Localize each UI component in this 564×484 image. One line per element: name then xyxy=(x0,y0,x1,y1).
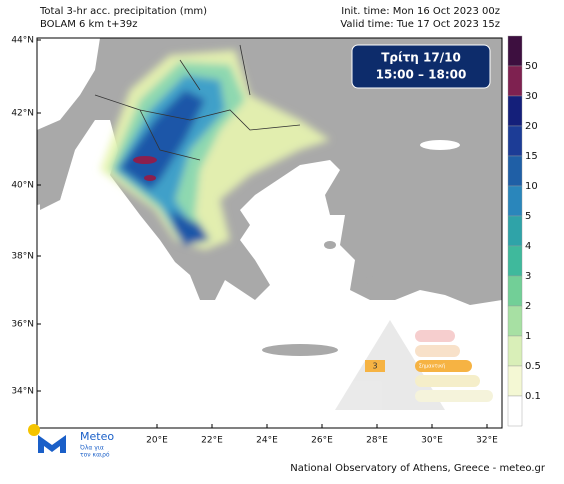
valid-time: Valid time: Tue 17 Oct 2023 15z xyxy=(340,19,500,30)
colorbar-box xyxy=(507,35,523,67)
logo-sun xyxy=(28,424,40,436)
lon-label: 20°E xyxy=(146,436,168,446)
lon-label: 30°E xyxy=(421,436,443,446)
lat-label: 36°N xyxy=(11,320,34,330)
map-title: Total 3-hr acc. precipitation (mm) xyxy=(39,6,207,17)
colorbar-box xyxy=(507,395,523,427)
warning-label: Σημαντική xyxy=(419,363,445,370)
colorbar-box xyxy=(507,185,523,217)
colorbar-label: 20 xyxy=(525,121,538,132)
lon-label: 24°E xyxy=(256,436,278,446)
map-frame xyxy=(36,37,503,429)
island xyxy=(324,241,336,249)
island xyxy=(262,344,338,356)
precipitation xyxy=(100,50,330,250)
colorbar-label: 4 xyxy=(525,241,531,252)
logo-slogan: Όλα για xyxy=(79,445,104,452)
colorbar-label: 0.1 xyxy=(525,391,541,402)
lat-label: 42°N xyxy=(11,109,34,119)
colorbar-label: 50 xyxy=(525,61,538,72)
logo-name: Meteo xyxy=(80,430,114,443)
colorbar-label: 5 xyxy=(525,211,531,222)
colorbar-box xyxy=(507,65,523,97)
lon-label: 32°E xyxy=(476,436,498,446)
colorbar-label: 15 xyxy=(525,151,538,162)
colorbar-label: 10 xyxy=(525,181,538,192)
banner-day: Τρίτη 17/10 xyxy=(381,51,461,65)
lon-label: 26°E xyxy=(311,436,333,446)
sea xyxy=(420,140,460,150)
colorbar-box xyxy=(507,125,523,157)
precip-max xyxy=(133,156,157,164)
lat-label: 44°N xyxy=(11,36,34,46)
colorbar-box xyxy=(507,335,523,367)
model-name: BOLAM 6 km t+39z xyxy=(40,19,138,30)
colorbar-box xyxy=(507,155,523,187)
colorbar-box xyxy=(507,275,523,307)
footer-credit: National Observatory of Athens, Greece -… xyxy=(290,463,546,474)
warning-level: 3 xyxy=(372,362,377,371)
colorbar-box xyxy=(507,95,523,127)
lat-label: 34°N xyxy=(11,387,34,397)
sea xyxy=(37,38,100,130)
colorbar-label: 3 xyxy=(525,271,531,282)
logo-slogan: τον καιρό xyxy=(80,452,110,459)
colorbar-box xyxy=(507,365,523,397)
borders xyxy=(94,44,301,161)
banner-hours: 15:00 – 18:00 xyxy=(376,68,467,82)
colorbar-label: 30 xyxy=(525,91,538,102)
time-banner xyxy=(351,44,491,89)
warning-pyramid: 3 Σημαντική xyxy=(335,320,493,410)
logo-mark xyxy=(38,435,66,453)
colorbar-box xyxy=(507,215,523,247)
lon-label: 28°E xyxy=(366,436,388,446)
colorbar: 50 30 20 15 10 5 4 3 2 1 0.5 0.1 xyxy=(507,35,541,427)
lat-label: 40°N xyxy=(11,181,34,191)
island xyxy=(365,276,375,284)
colorbar-label: 1 xyxy=(525,331,531,342)
land xyxy=(40,150,70,210)
lon-label: 22°E xyxy=(201,436,223,446)
precip-max xyxy=(144,175,156,181)
lat-label: 38°N xyxy=(11,252,34,262)
colorbar-box xyxy=(507,305,523,337)
colorbar-label: 0.5 xyxy=(525,361,541,372)
colorbar-box xyxy=(507,245,523,277)
colorbar-label: 2 xyxy=(525,301,531,312)
init-time: Init. time: Mon 16 Oct 2023 00z xyxy=(341,6,500,17)
